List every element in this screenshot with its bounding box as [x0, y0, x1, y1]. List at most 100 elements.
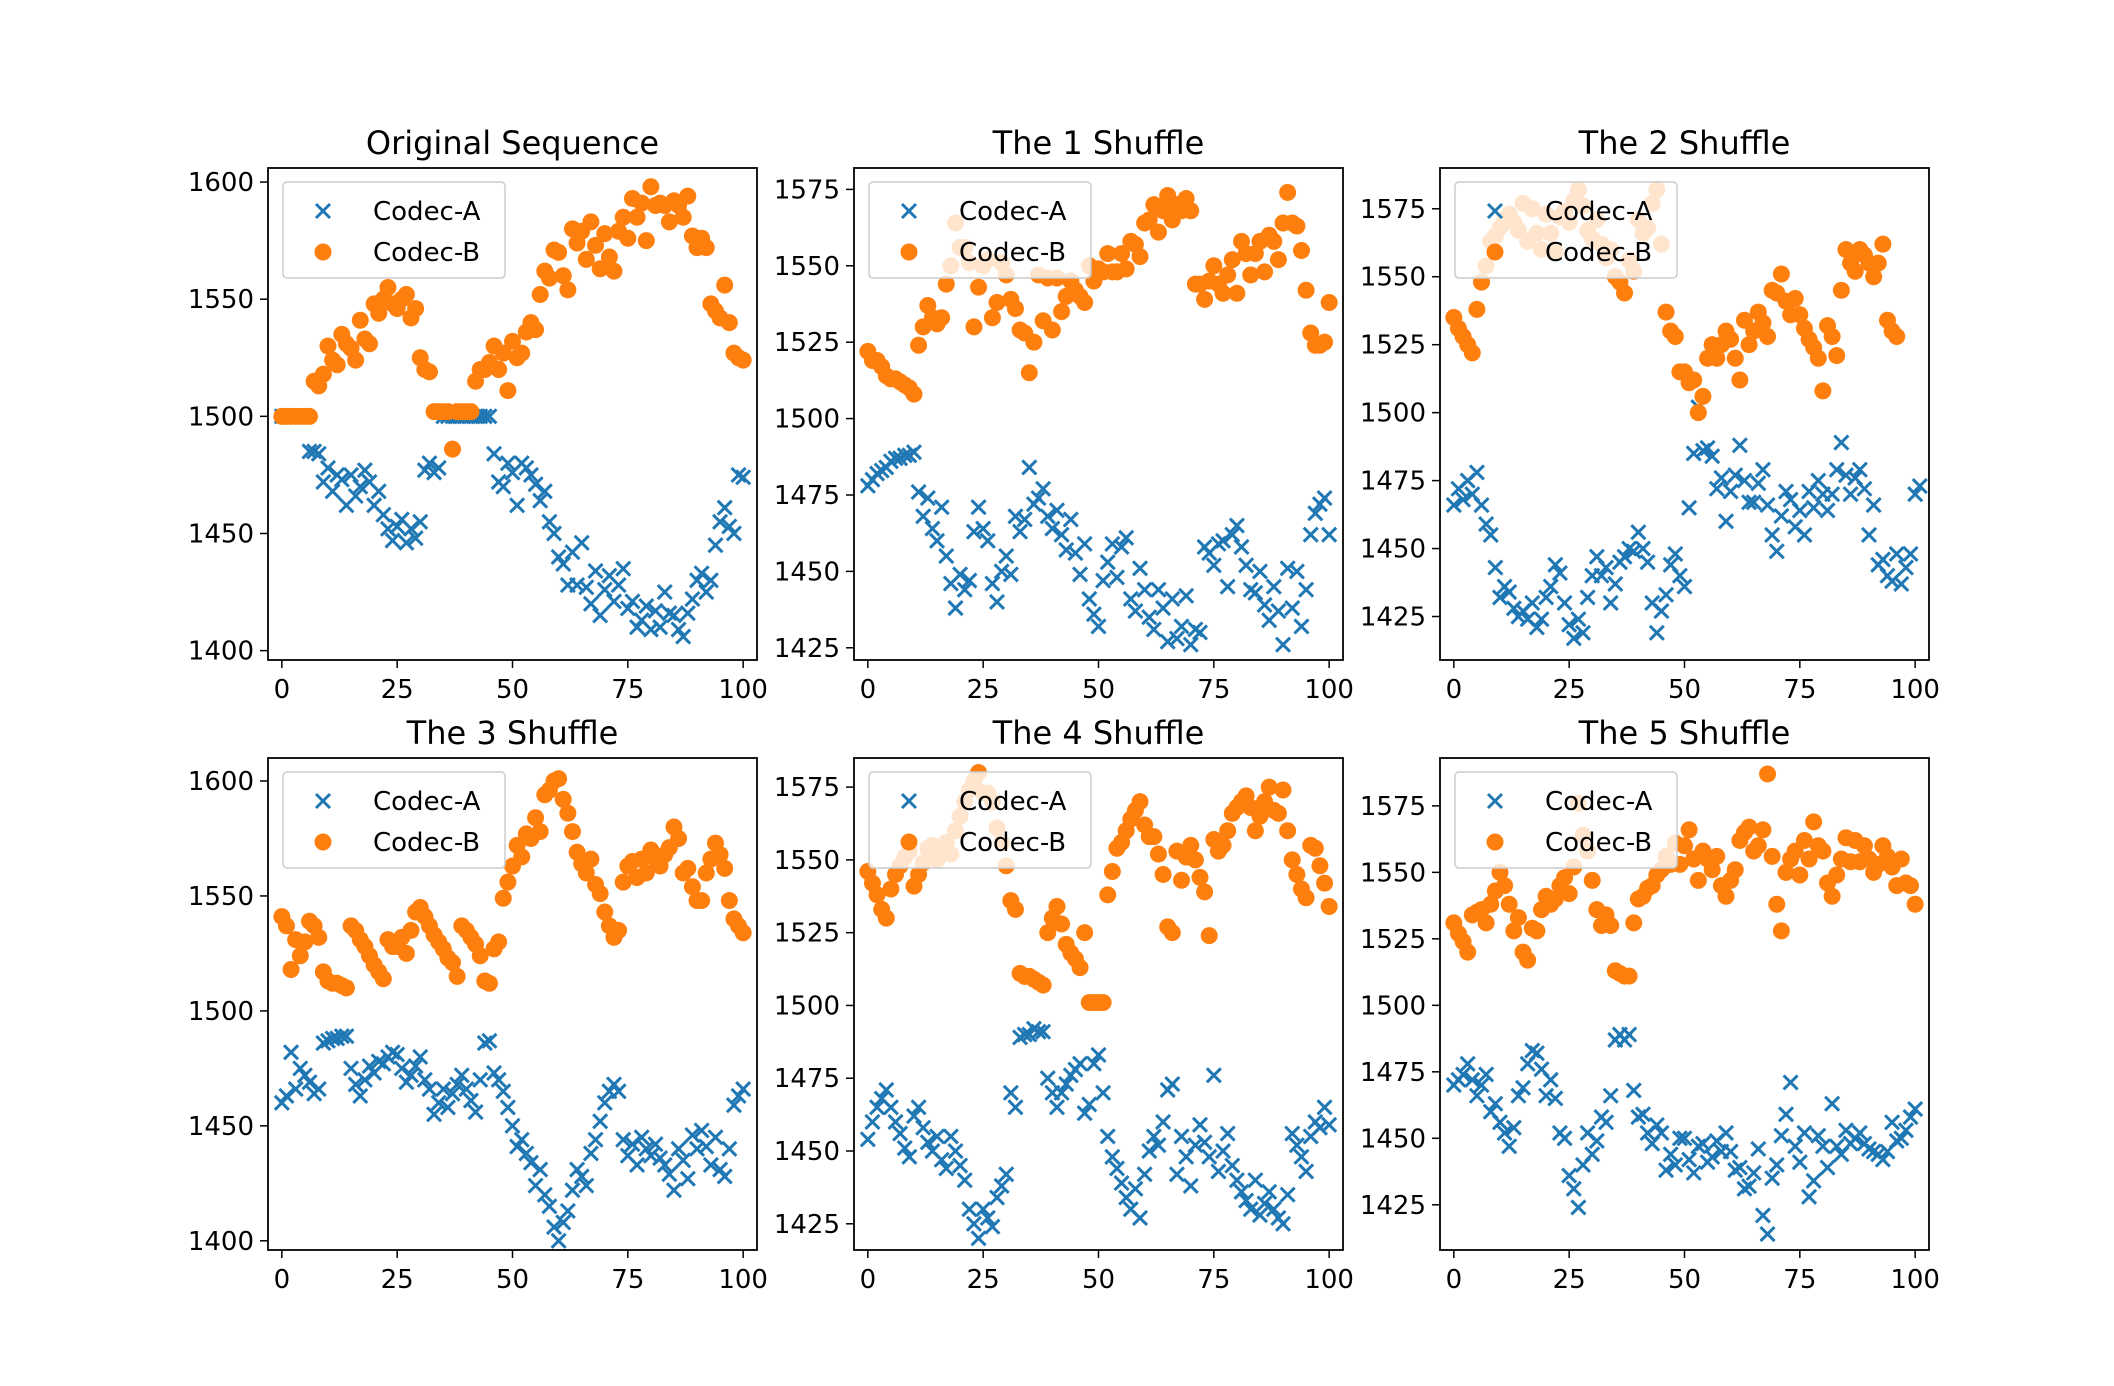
codec-b-point: [1703, 861, 1721, 879]
y-tick-label: 1525: [774, 328, 840, 358]
codec-a-point-stroke-2: [628, 619, 646, 636]
codec-a-point: [578, 579, 595, 596]
codec-a-point: [402, 1067, 420, 1084]
codec-a-point-stroke-2: [1851, 1124, 1868, 1142]
codec-b-point: [282, 961, 300, 979]
codec-a-point: [513, 1131, 530, 1148]
codec-a-point-stroke-2: [1459, 1055, 1476, 1072]
codec-a-point-stroke-2: [1113, 1174, 1130, 1192]
codec-a-point-stroke-2: [1191, 1116, 1209, 1133]
legend-label-codec-b: Codec-B: [373, 828, 480, 858]
legend-marker-codec-b: [900, 833, 918, 851]
codec-a-point: [1750, 475, 1767, 492]
codec-a-point: [1136, 581, 1153, 598]
codec-a-point: [1145, 621, 1162, 638]
codec-a-point: [1048, 1099, 1066, 1116]
codec-a-point: [1298, 581, 1315, 598]
codec-a-point: [721, 518, 738, 535]
legend-label-codec-a: Codec-A: [373, 787, 481, 817]
legend-marker-dot: [900, 243, 918, 261]
y-axis: 1425 1450 1475 1500 1525 1550 1575: [774, 773, 854, 1240]
codec-a-point: [1265, 578, 1282, 595]
codec-a-point: [416, 1071, 433, 1088]
legend-label-codec-a: Codec-A: [373, 197, 481, 227]
codec-a-point: [435, 1081, 452, 1098]
x-tick-label: 75: [1197, 1265, 1230, 1295]
y-tick-label: 1525: [1360, 925, 1426, 955]
legend-label-codec-b: Codec-B: [373, 238, 480, 268]
codec-a-point-stroke-2: [1247, 1172, 1264, 1189]
codec-a-point-stroke-2: [1528, 1045, 1545, 1062]
codec-a-point: [1708, 480, 1725, 497]
legend-marker-x: [900, 202, 918, 220]
codec-a-point-stroke-2: [1228, 1172, 1245, 1189]
codec-a-point: [656, 1156, 673, 1173]
codec-a-point-stroke-2: [633, 612, 650, 629]
codec-b-point: [1828, 347, 1846, 365]
codec-a-point-stroke-2: [887, 1113, 904, 1130]
codec-a-point-stroke-2: [389, 518, 406, 535]
codec-a-point: [1030, 1023, 1047, 1040]
codec-a-point-stroke-2: [988, 1189, 1006, 1206]
codec-b-point: [716, 859, 734, 877]
codec-b-point: [494, 889, 512, 907]
x-tick-label: 25: [381, 1265, 414, 1295]
codec-b-point: [1749, 837, 1767, 855]
codec-b-point: [407, 300, 425, 318]
codec-a-point-stroke-2: [287, 1081, 304, 1098]
codec-a-point-stroke-2: [730, 1087, 747, 1105]
codec-a-point: [1842, 486, 1859, 503]
codec-a-point-stroke-2: [490, 1071, 507, 1088]
codec-a-point: [319, 459, 337, 476]
codec-b-point: [1076, 924, 1094, 942]
codec-a-point: [1224, 526, 1241, 543]
codec-b-point: [1099, 245, 1117, 263]
codec-b-point: [734, 924, 752, 942]
y-axis: 1425 1450 1475 1500 1525 1550 1575: [1360, 792, 1440, 1221]
codec-a-point: [1274, 636, 1292, 653]
codec-b-point: [970, 278, 988, 296]
codec-a-point-stroke-2: [1150, 581, 1167, 598]
codec-a-point-stroke-2: [707, 537, 724, 554]
codec-b-point: [1676, 837, 1693, 855]
codec-b-point: [1708, 847, 1726, 865]
codec-a-point-stroke-2: [1141, 1142, 1158, 1160]
codec-a-point-stroke-2: [1731, 1159, 1748, 1176]
codec-a-point-stroke-2: [1579, 1124, 1596, 1142]
codec-a-point: [1445, 497, 1462, 514]
codec-a-point-stroke-2: [642, 1147, 659, 1164]
legend-label-codec-b: Codec-B: [959, 238, 1066, 268]
y-tick-label: 1475: [774, 1064, 840, 1094]
codec-a-point: [624, 593, 641, 610]
codec-a-point-stroke-2: [1191, 624, 1209, 641]
codec-b-point: [1071, 959, 1089, 977]
codec-a-point-stroke-2: [1224, 526, 1241, 543]
codec-a-point: [707, 1129, 724, 1146]
codec-b-point: [1297, 889, 1315, 907]
codec-a-point-stroke-2: [1639, 554, 1656, 571]
y-tick-label: 1475: [774, 481, 840, 511]
codec-b-point: [1772, 922, 1790, 940]
codec-a-point: [725, 1097, 742, 1114]
codec-a-point: [730, 466, 747, 483]
codec-a-point-stroke-2: [1556, 1130, 1573, 1147]
codec-a-point-stroke-2: [1768, 543, 1785, 560]
codec-a-point-stroke-2: [573, 534, 590, 551]
codec-a-point: [1238, 557, 1255, 574]
codec-a-point-stroke-2: [1491, 1114, 1509, 1131]
codec-a-point-stroke-2: [1016, 511, 1033, 528]
y-axis: 1425 1450 1475 1500 1525 1550 1575: [774, 175, 854, 664]
codec-a-point: [1538, 589, 1555, 606]
codec-a-point-stroke-2: [1455, 1066, 1472, 1083]
codec-b-point: [1657, 303, 1675, 321]
codec-a-point-stroke-2: [988, 593, 1006, 610]
codec-a-series: [273, 1028, 752, 1249]
codec-a-point-stroke-2: [1182, 1177, 1199, 1195]
codec-a-point: [1897, 559, 1914, 576]
codec-a-point: [1648, 624, 1665, 641]
codec-a-point: [426, 1106, 443, 1123]
codec-b-point: [1717, 887, 1735, 905]
codec-a-point-stroke-2: [1630, 524, 1647, 541]
codec-a-point: [1561, 1167, 1578, 1184]
codec-a-point: [1662, 1146, 1679, 1163]
